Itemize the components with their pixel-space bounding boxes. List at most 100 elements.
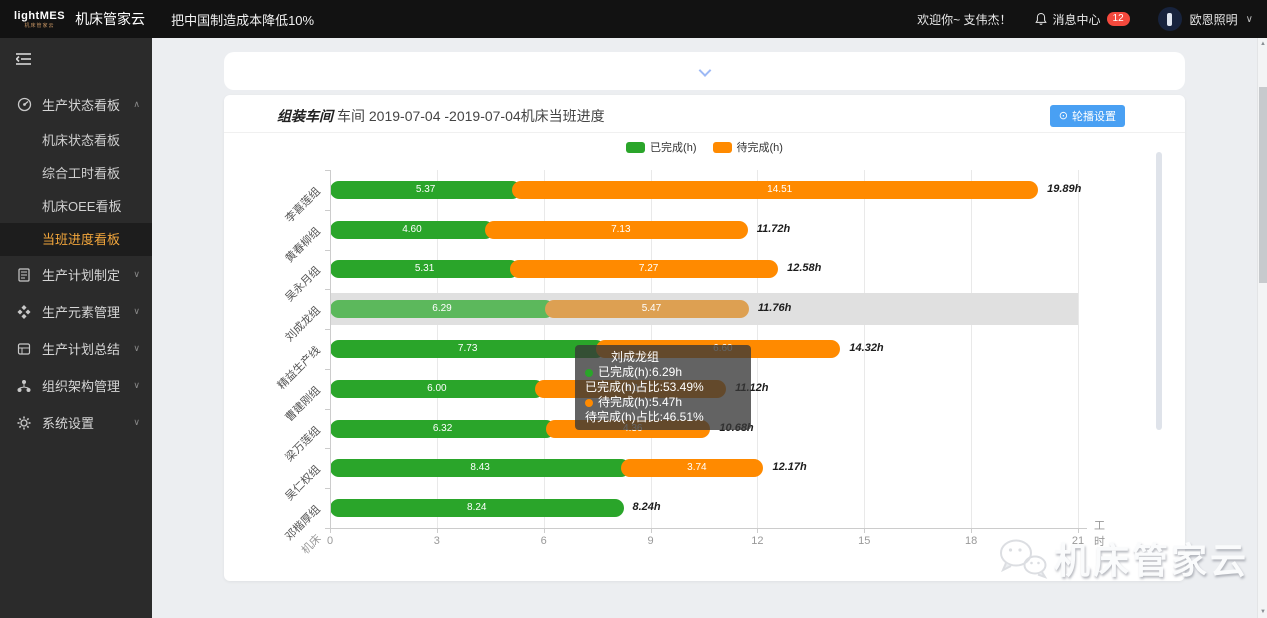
avatar-image bbox=[1167, 12, 1173, 26]
bar-segment-completed[interactable] bbox=[330, 180, 522, 199]
bar-segment-completed[interactable] bbox=[330, 419, 556, 438]
bar-total-label: 11.76h bbox=[757, 302, 792, 315]
sidebar-item-system-settings[interactable]: 系统设置 ∨ bbox=[0, 404, 152, 441]
bar-total-label: 11.72h bbox=[756, 222, 791, 235]
gridline bbox=[971, 170, 973, 528]
y-axis-tick bbox=[325, 408, 330, 410]
y-axis-tick bbox=[325, 488, 330, 490]
sidebar-item-org-structure[interactable]: 组织架构管理 ∨ bbox=[0, 367, 152, 404]
sidebar-item-label: 组织架构管理 bbox=[42, 379, 121, 394]
bar-segment-completed[interactable] bbox=[330, 220, 494, 239]
bar-segment-completed[interactable] bbox=[330, 499, 624, 518]
bar-total-label: 12.17h bbox=[772, 461, 807, 474]
sidebar-item-oee-board[interactable]: 机床OEE看板 bbox=[42, 199, 122, 214]
bar-segment-pending[interactable] bbox=[545, 300, 749, 319]
x-axis-tick bbox=[650, 528, 652, 533]
carousel-settings-button[interactable]: ⊙ 轮播设置 bbox=[1049, 105, 1125, 127]
message-center-link[interactable]: 消息中心 bbox=[1052, 12, 1101, 27]
sidebar-item-shift-progress-board[interactable]: 当班进度看板 bbox=[0, 223, 152, 256]
sidebar-item-label: 生产元素管理 bbox=[42, 305, 121, 320]
y-axis-tick bbox=[325, 289, 330, 291]
header-divider bbox=[224, 132, 1185, 133]
chart-tooltip: 刘成龙组 已完成(h):6.29h 已完成(h)占比:53.49% 待完成(h)… bbox=[575, 345, 751, 430]
brand-logo[interactable]: lightMES 机床管家云 bbox=[14, 10, 65, 29]
bar-segment-pending[interactable] bbox=[484, 220, 748, 239]
slogan-text: 把中国制造成本降低10% bbox=[171, 12, 315, 28]
x-tick-label: 21 bbox=[1071, 535, 1085, 547]
bar-segment-pending[interactable] bbox=[510, 260, 779, 279]
bar-segment-completed[interactable] bbox=[330, 260, 520, 279]
legend-item-pending[interactable]: 待完成(h) bbox=[712, 139, 783, 155]
bar-segment-completed[interactable] bbox=[330, 379, 544, 398]
sidebar: 生产状态看板 ∧ 机床状态看板 综合工时看板 机床OEE看板 当班进度看板 生产… bbox=[0, 38, 152, 618]
bar-value-label: 5.47 bbox=[641, 303, 662, 315]
bell-icon[interactable] bbox=[1034, 12, 1048, 26]
x-axis-unit-label: 工时 bbox=[1094, 520, 1105, 548]
bar-value-label: 5.31 bbox=[414, 263, 435, 275]
x-axis-tick bbox=[864, 528, 866, 533]
bar-total-label: 12.58h bbox=[787, 262, 822, 275]
y-axis-tick bbox=[325, 329, 330, 331]
filter-panel bbox=[224, 52, 1185, 90]
sidebar-item-production-summary[interactable]: 生产计划总结 ∨ bbox=[0, 330, 152, 367]
sidebar-item-production-elements[interactable]: 生产元素管理 ∨ bbox=[0, 293, 152, 330]
brand-name: 机床管家云 bbox=[75, 11, 146, 27]
x-tick-label: 3 bbox=[433, 535, 440, 547]
category-label: 曹建刚组 bbox=[283, 384, 323, 424]
expand-panel-chevron-icon[interactable] bbox=[698, 64, 711, 77]
chevron-down-icon: ∨ bbox=[133, 343, 140, 353]
chevron-down-icon[interactable]: ∨ bbox=[1245, 13, 1253, 25]
bar-value-label: 4.60 bbox=[402, 223, 422, 235]
carousel-button-label: 轮播设置 bbox=[1072, 111, 1116, 123]
x-axis-tick bbox=[330, 528, 331, 533]
bar-segment-pending[interactable] bbox=[621, 459, 764, 478]
menu-fold-icon[interactable] bbox=[0, 38, 152, 66]
chevron-up-icon: ∧ bbox=[133, 98, 140, 109]
card-scrollbar[interactable] bbox=[1156, 152, 1162, 430]
bar-total-label: 14.32h bbox=[849, 342, 884, 354]
company-name[interactable]: 欧恩照明 bbox=[1189, 12, 1238, 27]
sidebar-item-machine-status-board[interactable]: 机床状态看板 bbox=[42, 133, 121, 148]
y-axis-tick bbox=[325, 528, 330, 529]
workshop-name: 组装车间 bbox=[277, 108, 333, 124]
x-tick-label: 12 bbox=[751, 535, 764, 547]
bar-value-label: 6.29 bbox=[432, 303, 452, 315]
page-scrollbar[interactable]: ▲ ▼ bbox=[1257, 38, 1267, 618]
y-axis-tick bbox=[325, 209, 330, 211]
tooltip-title: 刘成龙组 bbox=[611, 350, 660, 364]
tooltip-line: 待完成(h):5.47h bbox=[585, 395, 741, 410]
sidebar-item-production-planning[interactable]: 生产计划制定 ∨ bbox=[0, 256, 152, 293]
title-rest: 车间 2019-07-04 -2019-07-04机床当班进度 bbox=[337, 108, 605, 124]
wechat-icon bbox=[998, 536, 1048, 580]
bar-segment-completed[interactable] bbox=[330, 459, 631, 478]
chevron-down-icon: ∨ bbox=[133, 417, 140, 427]
topbar: lightMES 机床管家云 机床管家云 把中国制造成本降低10% 欢迎你~ 支… bbox=[0, 0, 1267, 38]
watermark-text: 机床管家云 bbox=[1054, 540, 1250, 581]
sidebar-item-work-hours-board[interactable]: 综合工时看板 bbox=[42, 166, 121, 181]
green-dot-icon bbox=[585, 368, 593, 377]
legend-swatch-completed bbox=[626, 141, 646, 153]
avatar[interactable] bbox=[1157, 7, 1182, 31]
gear-icon: ⊙ bbox=[1058, 109, 1068, 122]
scroll-up-arrow-icon[interactable]: ▲ bbox=[1260, 41, 1266, 47]
bar-segment-completed[interactable] bbox=[330, 340, 606, 358]
bar-value-label: 8.43 bbox=[470, 462, 490, 474]
x-tick-label: 0 bbox=[326, 535, 334, 547]
scrollbar-thumb[interactable] bbox=[1259, 87, 1267, 283]
y-axis-tick bbox=[325, 368, 330, 370]
bar-value-label: 3.74 bbox=[687, 462, 707, 474]
sidebar-item-production-status-board[interactable]: 生产状态看板 ∧ bbox=[0, 84, 152, 124]
scroll-down-arrow-icon[interactable]: ▼ bbox=[1260, 609, 1266, 615]
gridline bbox=[864, 170, 866, 528]
bar-segment-completed[interactable] bbox=[330, 300, 555, 319]
legend-item-completed[interactable]: 已完成(h) bbox=[626, 139, 697, 155]
dashboard-icon bbox=[16, 96, 32, 112]
orange-dot-icon bbox=[585, 398, 593, 407]
bar-value-label: 7.73 bbox=[457, 343, 478, 354]
bar-segment-pending[interactable] bbox=[512, 180, 1039, 199]
page-title: 组装车间 车间 2019-07-04 -2019-07-04机床当班进度 bbox=[277, 106, 605, 126]
content-area: 组装车间 车间 2019-07-04 -2019-07-04机床当班进度 ⊙ 轮播… bbox=[152, 38, 1257, 618]
chevron-down-icon: ∨ bbox=[133, 380, 140, 390]
sidebar-group-label: 生产状态看板 bbox=[42, 97, 121, 113]
sidebar-item-label: 生产计划总结 bbox=[42, 342, 121, 357]
